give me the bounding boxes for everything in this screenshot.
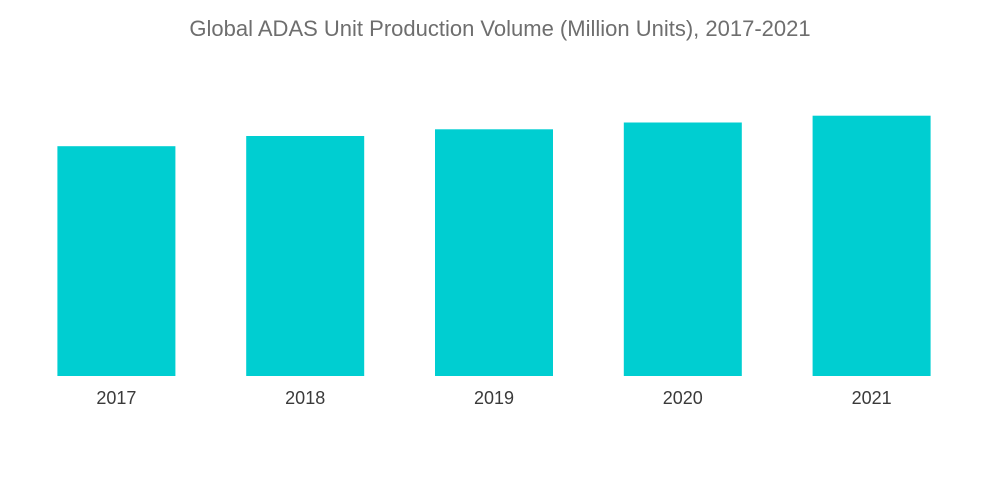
bar-2021 [812, 115, 931, 376]
chart-title: Global ADAS Unit Production Volume (Mill… [189, 16, 811, 41]
x-tick-label-2018: 2018 [285, 388, 325, 408]
bar-2018 [246, 136, 365, 376]
x-tick-label-2017: 2017 [96, 388, 136, 408]
x-tick-label-2020: 2020 [663, 388, 703, 408]
x-axis-tick-labels: 2017 2018 2019 2020 2021 [96, 388, 891, 408]
x-tick-label-2019: 2019 [474, 388, 514, 408]
bar-2017 [57, 146, 176, 376]
bar-2019 [435, 129, 553, 376]
bar-2020 [623, 122, 742, 376]
bars-group [57, 115, 931, 376]
x-tick-label-2021: 2021 [852, 388, 892, 408]
